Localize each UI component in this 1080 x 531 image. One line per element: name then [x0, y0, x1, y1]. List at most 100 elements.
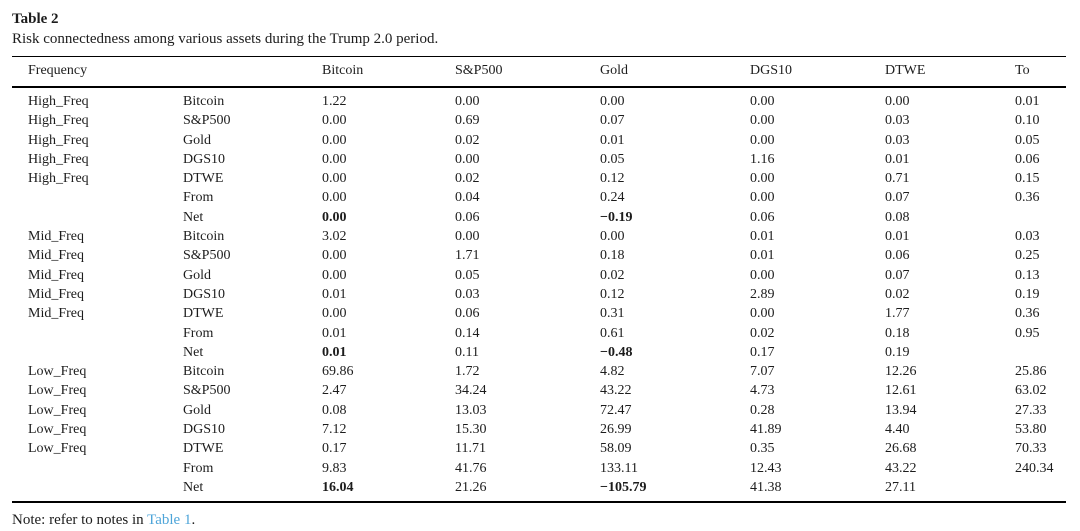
value-cell: 0.00 [750, 132, 775, 148]
value-cell: 0.36 [1015, 190, 1040, 206]
value-cell: 0.00 [750, 306, 775, 322]
table-row: High_Freq Gold 0.00 0.02 0.01 0.00 0.03 0.05 [12, 131, 1066, 150]
value-cell: 16.04 [322, 479, 354, 495]
value-cell: 7.07 [750, 364, 775, 380]
value-cell: 0.03 [455, 286, 480, 302]
value-cell: 4.82 [600, 364, 625, 380]
value-cell: 0.13 [1015, 267, 1040, 283]
table-title: Table 2 [12, 11, 59, 27]
asset-label-cell: DGS10 [183, 286, 226, 302]
value-cell: 2.89 [750, 286, 775, 302]
table-caption: Risk connectedness among various assets … [12, 31, 439, 47]
table-row: Low_Freq DTWE 0.17 11.71 58.09 0.35 26.68 70.33 [12, 439, 1066, 458]
table-row: Mid_Freq Bitcoin 3.02 0.00 0.00 0.01 0.01 0.03 [12, 227, 1066, 246]
value-cell: 0.00 [322, 248, 347, 264]
value-cell: 41.38 [750, 479, 782, 495]
table-1-link[interactable]: Table 1 [147, 512, 192, 529]
asset-label-cell: DGS10 [183, 422, 226, 438]
table-row: High_Freq Bitcoin 1.22 0.00 0.00 0.00 0.00 0.01 [12, 87, 1066, 111]
column-header-s-p500: S&P500 [455, 56, 600, 88]
frequency-cell: High_Freq [28, 94, 89, 109]
value-cell: 41.76 [455, 460, 487, 476]
value-cell: 0.11 [455, 344, 479, 360]
value-cell: 69.86 [322, 364, 354, 380]
asset-label-cell: S&P500 [183, 113, 231, 129]
table-row: Net 16.04 21.26 −105.79 41.38 27.11 [12, 478, 1066, 502]
value-cell: 0.00 [322, 190, 347, 206]
column-header-dtwe: DTWE [885, 56, 1015, 88]
asset-label-cell: Net [183, 209, 204, 225]
asset-label-cell: Gold [183, 402, 211, 418]
header-row: Frequency Bitcoin S&P500 Gold DGS10 DTWE To [12, 56, 1066, 88]
table-row: Low_Freq DGS10 7.12 15.30 26.99 41.89 4.40 53.8… [12, 420, 1066, 439]
asset-label-cell: DTWE [183, 171, 224, 187]
frequency-cell: High_Freq [28, 151, 89, 167]
table-row: High_Freq DGS10 0.00 0.00 0.05 1.16 0.01 0.06 [12, 150, 1066, 169]
table-row: High_Freq DTWE 0.00 0.02 0.12 0.00 0.71 0.15 [12, 169, 1066, 188]
column-header-gold: Gold [600, 56, 750, 88]
table-row: Net 0.01 0.11 −0.48 0.17 0.19 [12, 343, 1066, 362]
value-cell: 0.01 [885, 151, 910, 167]
value-cell: 0.00 [750, 267, 775, 283]
value-cell: 53.80 [1015, 422, 1047, 438]
frequency-cell: Low_Freq [28, 402, 87, 418]
value-cell: 0.06 [885, 248, 910, 264]
frequency-cell: Low_Freq [28, 422, 87, 438]
value-cell: 0.06 [1015, 151, 1040, 167]
value-cell: −0.19 [600, 209, 633, 225]
frequency-cell [12, 324, 183, 343]
value-cell: 1.71 [455, 248, 480, 264]
table-row: Low_Freq Bitcoin 69.86 1.72 4.82 7.07 12.26 25.… [12, 362, 1066, 381]
value-cell: 63.02 [1015, 383, 1047, 399]
value-cell: 43.22 [600, 383, 632, 399]
value-cell: 133.11 [600, 460, 638, 476]
value-cell: 0.06 [455, 306, 480, 322]
value-cell: 0.06 [750, 209, 775, 225]
value-cell: 0.00 [455, 229, 480, 245]
value-cell: 0.08 [322, 402, 347, 418]
value-cell: 0.02 [600, 267, 625, 283]
value-cell: 0.00 [455, 94, 480, 109]
value-cell: 9.83 [322, 460, 347, 476]
value-cell: 13.94 [885, 402, 917, 418]
table-row: Mid_Freq DTWE 0.00 0.06 0.31 0.00 1.77 0.36 [12, 304, 1066, 323]
value-cell: 0.71 [885, 171, 910, 187]
value-cell: 0.05 [1015, 132, 1040, 148]
value-cell: 0.01 [322, 325, 347, 341]
value-cell: 0.05 [600, 151, 625, 167]
value-cell: 0.00 [322, 209, 347, 225]
value-cell: 0.06 [455, 209, 480, 225]
column-header-asset [183, 56, 322, 88]
value-cell: 0.01 [600, 132, 625, 148]
value-cell: 0.17 [750, 344, 775, 360]
value-cell: 0.00 [322, 267, 347, 283]
value-cell: 0.18 [885, 325, 910, 341]
value-cell: 0.01 [750, 229, 775, 245]
value-cell: 0.01 [322, 286, 347, 302]
value-cell: 12.26 [885, 364, 917, 380]
value-cell: 0.02 [455, 171, 480, 187]
frequency-cell [12, 208, 183, 227]
value-cell: 0.00 [455, 151, 480, 167]
frequency-cell: High_Freq [28, 171, 89, 187]
asset-label-cell: From [183, 325, 214, 341]
value-cell: 0.00 [600, 94, 625, 109]
value-cell: 0.00 [322, 171, 347, 187]
asset-label-cell: S&P500 [183, 248, 231, 264]
value-cell: 0.36 [1015, 306, 1040, 322]
value-cell: 26.68 [885, 441, 917, 457]
value-cell: 0.00 [750, 94, 775, 109]
frequency-cell [12, 343, 183, 362]
column-header-to: To [1015, 56, 1066, 88]
asset-label-cell: From [183, 460, 214, 476]
asset-label-cell: Net [183, 344, 204, 360]
value-cell: 58.09 [600, 441, 632, 457]
value-cell: 0.61 [600, 325, 625, 341]
value-cell: 4.73 [750, 383, 775, 399]
value-cell: 0.17 [322, 441, 347, 457]
value-cell: 0.31 [600, 306, 625, 322]
value-cell: 13.03 [455, 402, 487, 418]
value-cell: 0.08 [885, 209, 910, 225]
value-cell: 43.22 [885, 460, 917, 476]
